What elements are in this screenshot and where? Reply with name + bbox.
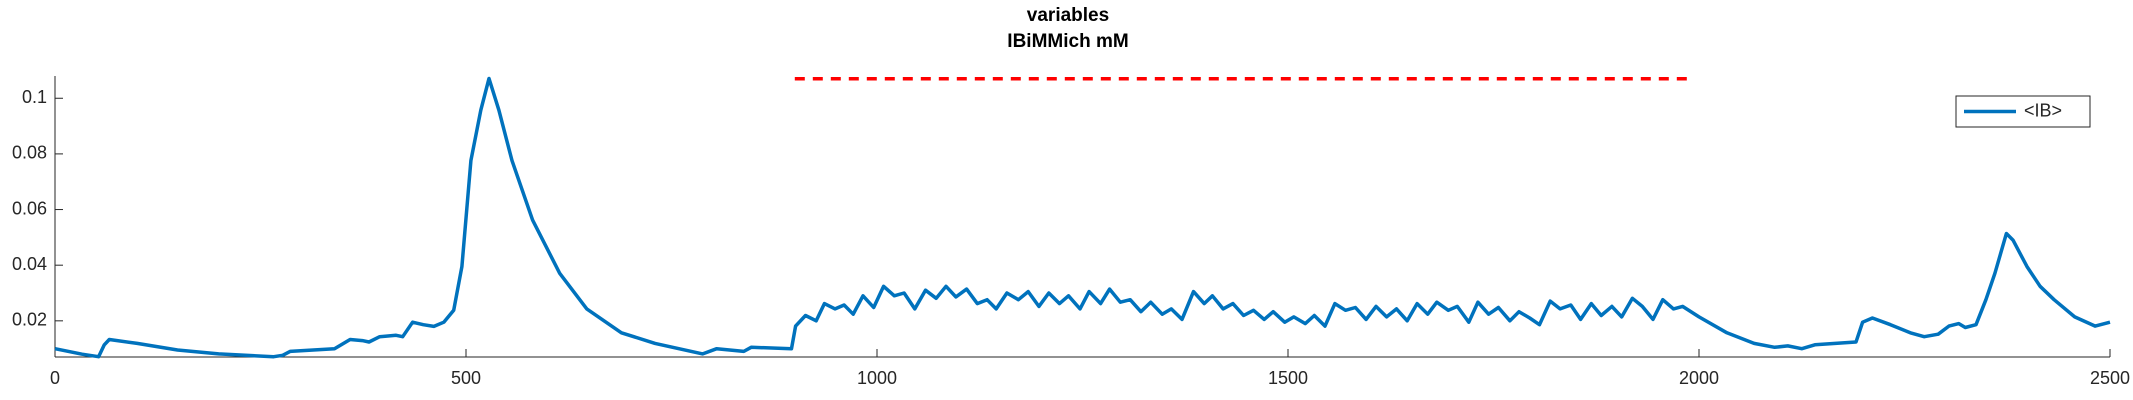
legend-box — [1955, 95, 2091, 128]
legend-label: <IB> — [2024, 100, 2062, 120]
y-tick-label: 0.1 — [22, 87, 47, 107]
y-tick-label: 0.06 — [12, 198, 47, 218]
data-line — [54, 76, 2111, 359]
y-tick-label: 0.04 — [12, 254, 47, 274]
y-tick-label: 0.02 — [12, 310, 47, 330]
chart-title: variables — [1027, 5, 1109, 26]
chart-subtitle: IBiMMich mM — [1007, 31, 1128, 52]
x-tick-label: 1000 — [857, 368, 897, 388]
x-tick-label: 500 — [451, 368, 481, 388]
y-tick-label: 0.08 — [12, 143, 47, 163]
x-tick-label: 0 — [50, 368, 60, 388]
x-tick-label: 1500 — [1268, 368, 1308, 388]
x-tick-label: 2500 — [2090, 368, 2130, 388]
x-tick-label: 2000 — [1679, 368, 1719, 388]
